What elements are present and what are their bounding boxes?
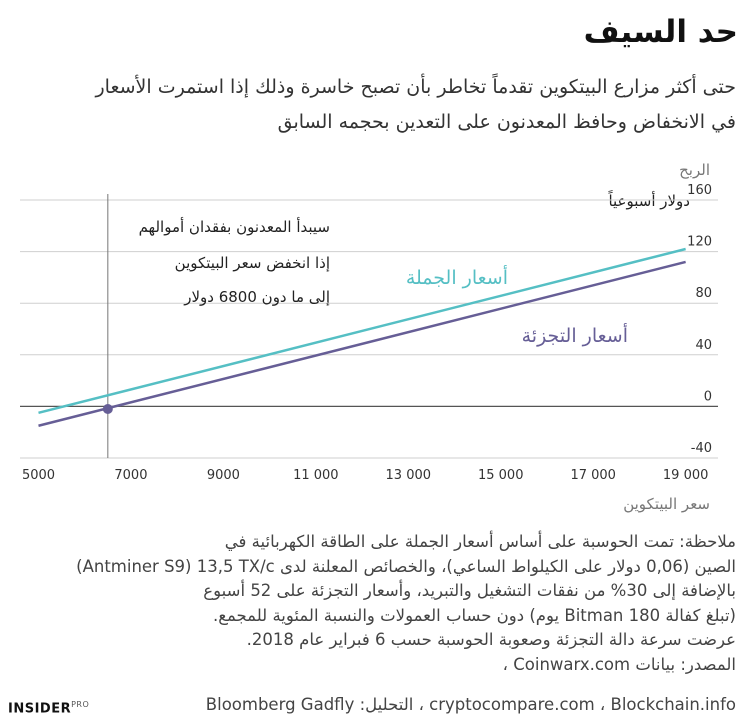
y-tick-label: 80 — [695, 286, 712, 301]
footnotes: ملاحظة: تمت الحوسبة على أساس أسعار الجمل… — [16, 530, 736, 677]
y-tick-label: 160 — [687, 183, 712, 198]
note-line: عرضت سرعة دالة التجزئة وصعوبة الحوسبة حس… — [246, 630, 736, 649]
annotation-line-3: إلى ما دون 6800 دولار — [183, 288, 330, 306]
x-tick-label: 5000 — [22, 468, 55, 483]
series-label-wholesale: أسعار الجملة — [406, 265, 508, 289]
y-tick-label: 0 — [704, 389, 712, 404]
chart-subtitle: حتى أكثر مزارع البيتكوين تقدماً تخاطر بأ… — [95, 76, 737, 133]
x-tick-label: 9000 — [207, 468, 240, 483]
x-tick-label: 13 000 — [386, 468, 432, 483]
series-line-wholesale — [38, 247, 686, 415]
x-tick-label: 11 000 — [293, 468, 339, 483]
y-axis-label: الربح — [679, 161, 710, 179]
x-tick-label: 19 000 — [663, 468, 709, 483]
annotation-line-1: سيبدأ المعدنون بفقدان أموالهم — [139, 217, 330, 236]
x-tick-label: 17 000 — [570, 468, 616, 483]
x-tick-label: 7000 — [114, 468, 147, 483]
insider-pro-logo: INSIDERPRO — [8, 700, 89, 716]
note-line: (تبلغ كفالة 180 Bitman يوم) دون حساب الع… — [212, 605, 736, 625]
breakeven-marker — [102, 403, 113, 414]
note-line: الصين (0,06 دولار على الكيلواط الساعي)، … — [76, 556, 736, 576]
series-label-retail: أسعار التجزئة — [522, 323, 628, 347]
y-tick-label: -40 — [691, 441, 712, 456]
x-tick-label: 15 000 — [478, 468, 524, 483]
x-axis-label: سعر البيتكوين — [623, 495, 710, 513]
x-tick-labels: 5000 7000 9000 11 000 13 000 15 000 17 000 19 0… — [22, 468, 708, 483]
chart-title: حد السيف — [583, 14, 738, 50]
y-tick-labels: -40 0 40 80 120 160 — [687, 183, 712, 456]
note-line: بالإضافة إلى 30% من نفقات التشغيل والتبر… — [203, 581, 736, 600]
logo-suffix: PRO — [71, 700, 90, 709]
note-line: ملاحظة: تمت الحوسبة على أساس أسعار الجمل… — [224, 532, 736, 551]
y-tick-label: 120 — [687, 235, 712, 250]
annotation-line-2: إذا انخفض سعر البيتكوين — [175, 254, 330, 272]
note-line: المصدر: بيانات Coinwarx.com ، — [502, 654, 736, 674]
logo-text: INSIDER — [8, 701, 72, 717]
series-line-retail — [38, 260, 686, 427]
grid-lines — [20, 199, 718, 459]
source-line: Bloomberg Gadfly :التحليل ، cryptocompar… — [205, 695, 736, 714]
y-tick-label: 40 — [695, 338, 712, 353]
series-lines — [38, 247, 686, 427]
